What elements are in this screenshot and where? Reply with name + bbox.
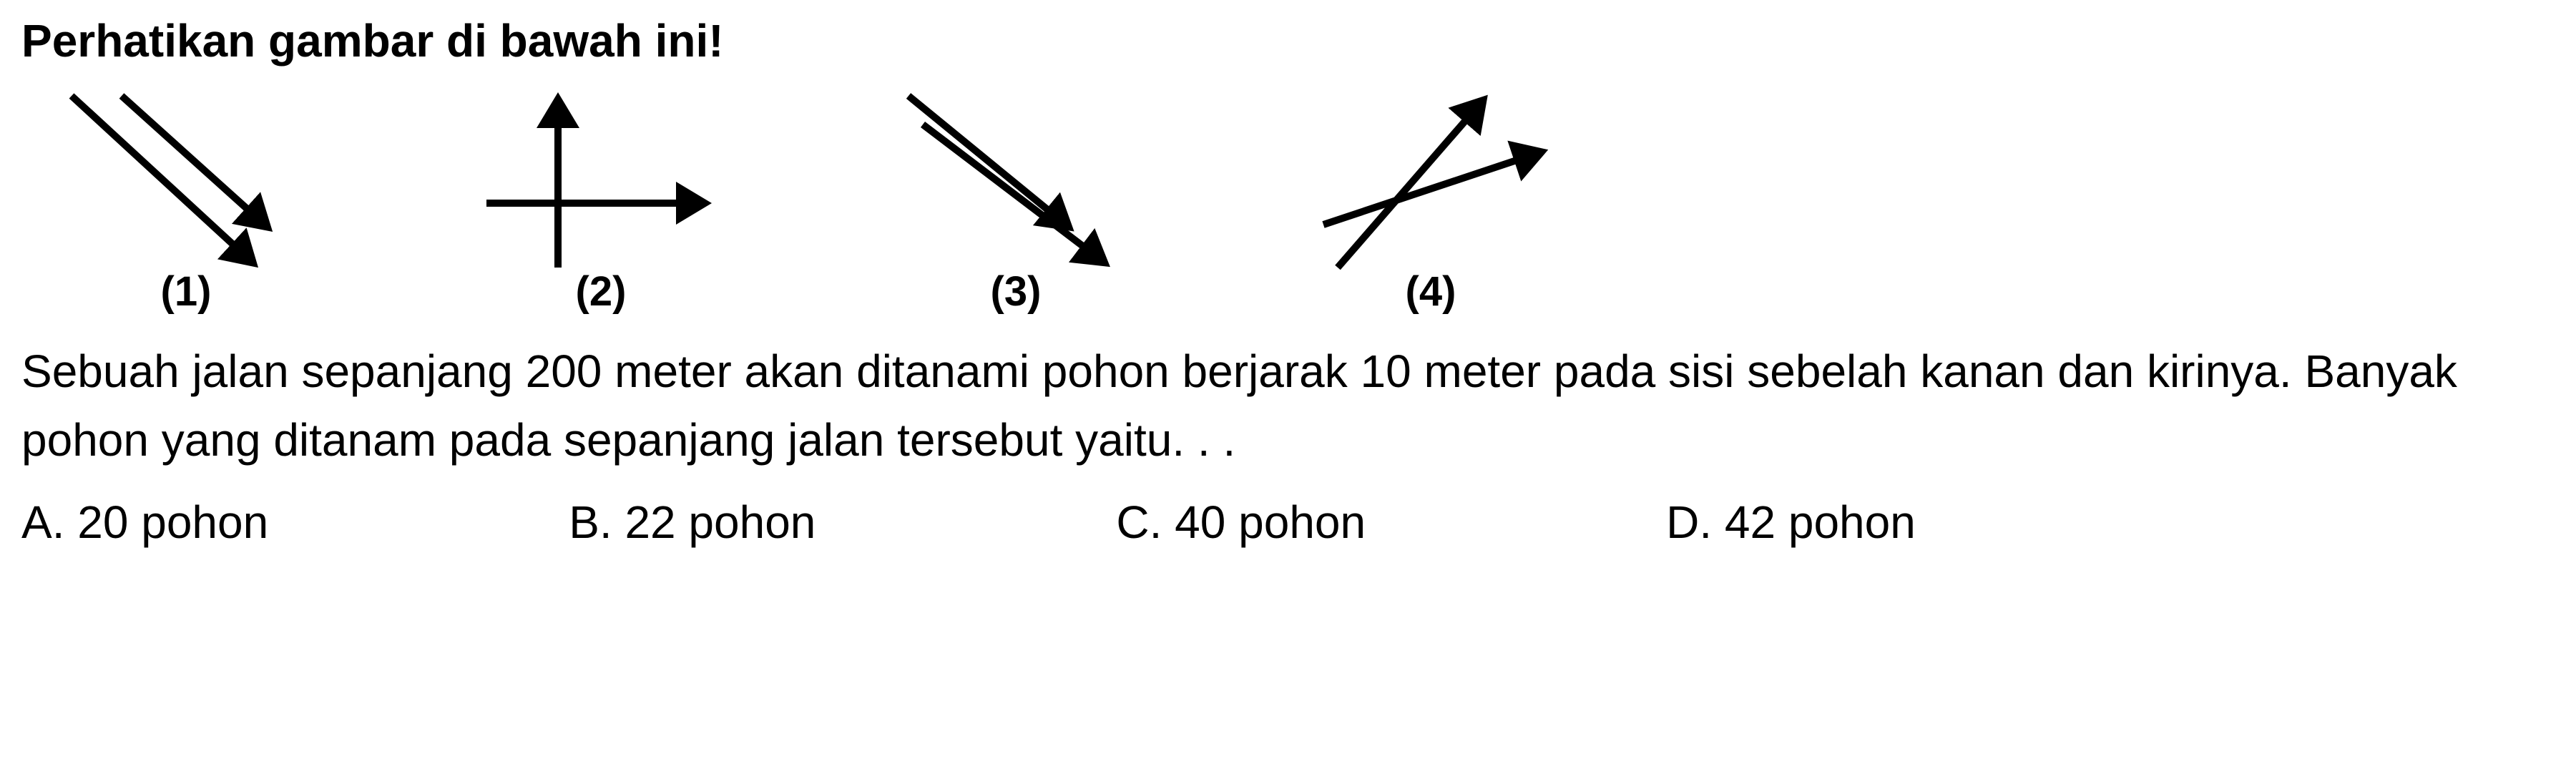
option-d: D. 42 pohon [1666,496,1916,549]
option-b: B. 22 pohon [569,496,816,549]
option-a: A. 20 pohon [21,496,268,549]
diagram-4-svg [1295,82,1567,282]
question-text: Sebuah jalan sepanjang 200 meter akan di… [21,337,2555,474]
diagram-4: (4) [1295,82,1567,315]
options-row: A. 20 pohon B. 22 pohon C. 40 pohon D. 4… [21,496,2555,549]
diagram-2-label: (2) [576,268,627,315]
diagram-3-label: (3) [991,268,1042,315]
diagram-1: (1) [50,82,322,315]
diagram-3: (3) [880,82,1152,315]
diagram-1-label: (1) [161,268,212,315]
diagram-3-svg [880,82,1152,282]
option-c: C. 40 pohon [1116,496,1366,549]
diagram-1-svg [50,82,322,282]
diagrams-row: (1) (2) (3) [21,82,2555,315]
page-title: Perhatikan gambar di bawah ini! [21,14,2555,67]
diagram-2: (2) [465,82,737,315]
diagram-2-svg [465,82,737,282]
diagram-4-label: (4) [1406,268,1456,315]
